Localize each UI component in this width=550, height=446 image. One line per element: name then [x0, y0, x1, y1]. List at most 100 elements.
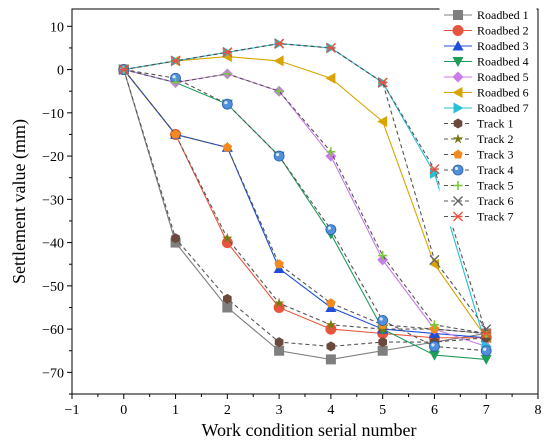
legend-label: Track 7: [477, 210, 514, 224]
series-track-7-point: [481, 328, 492, 339]
legend-item-roadbed-2: Roadbed 2: [444, 24, 529, 38]
series-track-7-point: [222, 47, 233, 58]
series-track-2-point: [273, 297, 285, 308]
marker-shape: [273, 150, 285, 162]
series-roadbed-6-line: [123, 56, 487, 339]
series-track-4-point: [273, 150, 285, 162]
legend-label: Track 6: [477, 194, 514, 208]
series-track-5-point: [326, 147, 336, 157]
legend-item-track-6: Track 6: [444, 194, 514, 208]
legend-marker: [453, 10, 463, 20]
marker-highlight: [276, 152, 280, 157]
marker-shape: [222, 302, 233, 313]
marker-shape: [453, 196, 463, 206]
legend-label: Track 3: [477, 148, 514, 162]
series-track-5-line: [123, 69, 487, 334]
series-track-5: [119, 65, 491, 338]
series-track-6-line: [123, 43, 487, 330]
legend-label: Track 2: [477, 132, 514, 146]
marker-highlight: [327, 226, 331, 230]
marker-shape: [171, 233, 180, 244]
marker-shape: [326, 298, 336, 308]
series-track-3-point: [222, 142, 233, 152]
series-roadbed-1-line: [123, 69, 487, 360]
x-axis-title: Work condition serial number: [202, 420, 417, 440]
legend-marker: [452, 40, 464, 51]
series-track-1-point: [274, 337, 284, 348]
series-track-4-point: [429, 341, 440, 352]
series-track-6-point: [481, 324, 492, 335]
series-track-3-line: [123, 69, 487, 334]
marker-highlight: [224, 101, 228, 105]
legend-marker: [452, 57, 464, 67]
marker-shape: [377, 115, 388, 127]
marker-shape: [222, 142, 233, 152]
marker-highlight: [431, 343, 435, 347]
marker-shape: [453, 149, 463, 159]
legend-label: Roadbed 6: [477, 86, 529, 100]
legend-marker: [453, 102, 464, 114]
legend-marker: [453, 181, 463, 190]
series-roadbed-4: [118, 65, 492, 365]
legend-item-track-4: Track 4: [444, 163, 514, 177]
marker-shape: [221, 98, 233, 110]
y-tick-label: −20: [42, 150, 64, 165]
marker-shape: [481, 324, 492, 335]
y-tick-label: −60: [42, 323, 64, 338]
legend-item-track-3: Track 3: [444, 148, 514, 162]
series-track-7-point: [170, 55, 181, 66]
x-tick-label: 8: [535, 403, 542, 418]
series-track-3-point: [170, 129, 181, 139]
series-track-6-point: [429, 254, 440, 265]
legend-label: Track 1: [477, 117, 514, 131]
y-tick-label: −30: [42, 193, 64, 208]
x-tick-label: 7: [483, 403, 490, 418]
marker-shape: [453, 10, 463, 20]
legend-item-track-2: Track 2: [444, 132, 514, 146]
legend-label: Roadbed 1: [477, 8, 529, 22]
x-tick-label: 5: [379, 403, 386, 418]
x-tick-label: 6: [431, 403, 438, 418]
marker-shape: [274, 345, 285, 356]
series-track-7: [118, 38, 492, 339]
marker-shape: [222, 232, 233, 243]
legend-marker: [453, 211, 463, 222]
series-track-1-point: [378, 337, 387, 348]
series-track-5-point: [222, 69, 232, 79]
legend-marker: [452, 87, 463, 98]
series-track-1: [119, 64, 491, 352]
series-track-5-point: [378, 251, 388, 261]
marker-shape: [325, 224, 337, 236]
series-track-2-point: [222, 232, 233, 243]
series-track-4-point: [325, 224, 337, 236]
legend-marker: [453, 118, 463, 129]
marker-shape: [274, 337, 284, 348]
legend-label: Roadbed 2: [477, 24, 529, 38]
series-roadbed-3: [118, 64, 492, 343]
series-track-7-point: [118, 64, 129, 75]
series-roadbed-6-point: [377, 115, 388, 127]
series-track-1-point: [326, 341, 336, 352]
series-roadbed-2: [118, 64, 492, 344]
series-roadbed-1-point: [222, 302, 233, 313]
series-track-4: [118, 64, 492, 357]
legend-label: Roadbed 3: [477, 39, 529, 53]
legend-label: Track 4: [477, 163, 514, 177]
legend-marker: [453, 196, 463, 206]
legend-marker: [452, 133, 464, 144]
marker-shape: [452, 40, 464, 51]
marker-shape: [453, 118, 463, 129]
marker-shape: [170, 129, 181, 139]
series-roadbed-5: [118, 64, 492, 352]
series-track-1-line: [123, 69, 487, 347]
series-track-3: [119, 64, 491, 338]
marker-shape: [273, 55, 284, 67]
legend-item-roadbed-5: Roadbed 5: [444, 70, 529, 84]
legend-marker: [452, 25, 464, 36]
series-roadbed-4-line: [123, 69, 487, 360]
marker-shape: [429, 341, 440, 352]
marker-shape: [452, 87, 463, 98]
series-track-7-point: [325, 42, 336, 53]
